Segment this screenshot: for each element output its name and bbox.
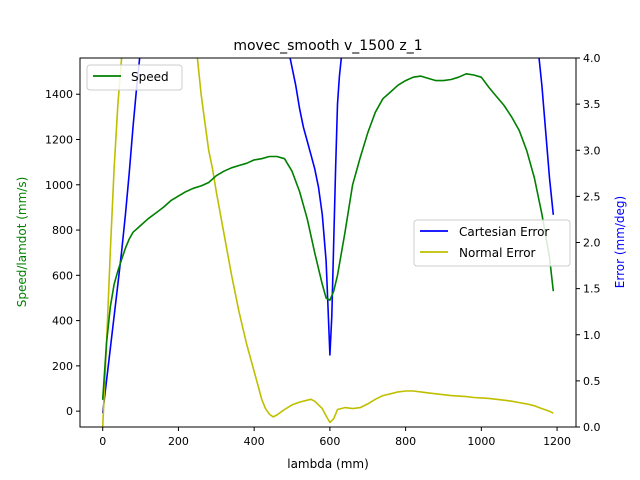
x-tick-label: 1000 bbox=[467, 435, 495, 448]
x-tick-label: 1200 bbox=[543, 435, 571, 448]
y-axis-right-label: Error (mm/deg) bbox=[613, 196, 627, 288]
y-right-tick-label: 0.0 bbox=[583, 421, 601, 434]
x-axis-label: lambda (mm) bbox=[287, 457, 369, 471]
y-axis-left-label: Speed/lamdot (mm/s) bbox=[15, 177, 29, 308]
legend-cartesian-error-label: Cartesian Error bbox=[459, 225, 549, 239]
y-right-tick-label: 2.0 bbox=[583, 237, 601, 250]
legend-speed-label: Speed bbox=[131, 70, 169, 84]
y-right-tick-label: 3.5 bbox=[583, 98, 601, 111]
x-tick-label: 400 bbox=[244, 435, 265, 448]
y-left-tick-label: 1000 bbox=[45, 179, 73, 192]
y-left-tick-label: 400 bbox=[52, 315, 73, 328]
y-axis-left: 0 200 400 600 800 1000 1200 1400 bbox=[45, 88, 80, 418]
y-right-tick-label: 0.5 bbox=[583, 375, 601, 388]
x-tick-label: 0 bbox=[99, 435, 106, 448]
y-left-tick-label: 600 bbox=[52, 269, 73, 282]
x-tick-label: 600 bbox=[319, 435, 340, 448]
x-axis: 0 200 400 600 800 1000 1200 bbox=[99, 427, 571, 448]
series-speed-line bbox=[101, 73, 555, 400]
y-left-tick-label: 1200 bbox=[45, 133, 73, 146]
y-right-tick-label: 2.5 bbox=[583, 190, 601, 203]
y-right-tick-label: 4.0 bbox=[583, 52, 601, 65]
y-left-tick-label: 800 bbox=[52, 224, 73, 237]
y-left-tick-label: 200 bbox=[52, 360, 73, 373]
legend-error: Cartesian Error Normal Error bbox=[413, 219, 571, 267]
y-right-tick-label: 3.0 bbox=[583, 144, 601, 157]
series-cartesian-error-line bbox=[101, 58, 555, 414]
y-axis-right: 0.0 0.5 1.0 1.5 2.0 2.5 3.0 3.5 4.0 bbox=[576, 52, 601, 434]
y-left-tick-label: 1400 bbox=[45, 88, 73, 101]
x-tick-label: 200 bbox=[168, 435, 189, 448]
y-right-tick-label: 1.0 bbox=[583, 329, 601, 342]
legend-normal-error-label: Normal Error bbox=[459, 246, 536, 260]
chart-title: movec_smooth v_1500 z_1 bbox=[233, 38, 422, 54]
legend-speed: Speed bbox=[86, 64, 183, 91]
y-right-tick-label: 1.5 bbox=[583, 283, 601, 296]
y-left-tick-label: 0 bbox=[66, 405, 73, 418]
series-normal-error-line bbox=[101, 58, 554, 427]
x-tick-label: 800 bbox=[395, 435, 416, 448]
